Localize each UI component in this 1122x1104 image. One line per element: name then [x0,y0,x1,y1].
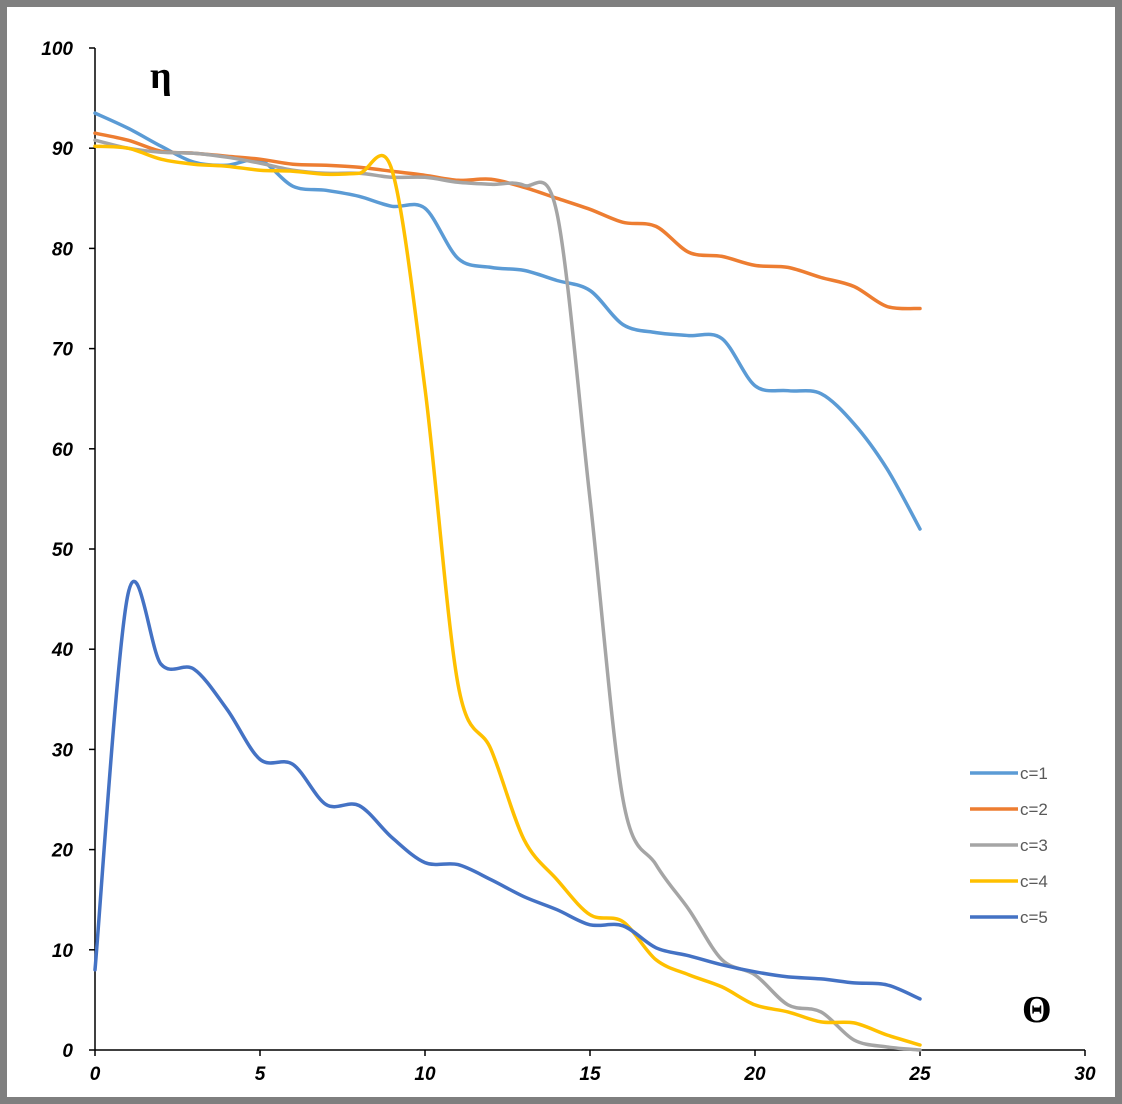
legend-label: c=1 [1020,764,1048,783]
y-tick-label: 100 [41,39,73,60]
y-tick-label: 60 [52,440,74,461]
y-tick-label: 70 [52,340,74,361]
y-tick-label: 10 [52,941,74,962]
series-line-c3 [93,138,922,1052]
legend-label: c=5 [1020,908,1048,927]
legend-label: c=4 [1020,872,1048,891]
y-tick-label: 30 [52,740,74,761]
legend: c=1 c=2 c=3 c=4 c=5 [970,764,1048,927]
legend-item-c3: c=3 [970,836,1048,855]
x-tick-label: 30 [1074,1064,1096,1085]
legend-label: c=2 [1020,800,1048,819]
y-tick-label: 50 [52,540,74,561]
legend-item-c4: c=4 [970,872,1048,891]
x-tick-label: 15 [579,1064,601,1085]
y-tick-label: 20 [51,841,74,862]
legend-label: c=3 [1020,836,1048,855]
series-layer [93,111,922,1052]
series-line-c4 [93,144,922,1047]
legend-item-c1: c=1 [970,764,1048,783]
series-line-c1 [93,111,922,531]
x-tick-label: 5 [255,1064,266,1085]
legend-item-c5: c=5 [970,908,1048,927]
x-tick-label: 10 [414,1064,436,1085]
y-tick-label: 40 [51,640,74,661]
y-tick-label: 80 [52,239,74,260]
y-tick-label: 0 [62,1041,73,1062]
x-tick-label: 20 [743,1064,766,1085]
x-tick-label: 0 [90,1064,101,1085]
series-line-c5 [93,579,922,1001]
y-axis-label: η [150,55,172,97]
legend-item-c2: c=2 [970,800,1048,819]
y-tick-label: 90 [52,139,74,160]
x-axis-label: Θ [1022,989,1052,1031]
x-tick-label: 25 [908,1064,931,1085]
series-line-c2 [93,131,922,311]
axes: 0 10 20 30 40 50 60 70 80 90 100 0 5 10 15 20 25 30 [41,39,1096,1085]
